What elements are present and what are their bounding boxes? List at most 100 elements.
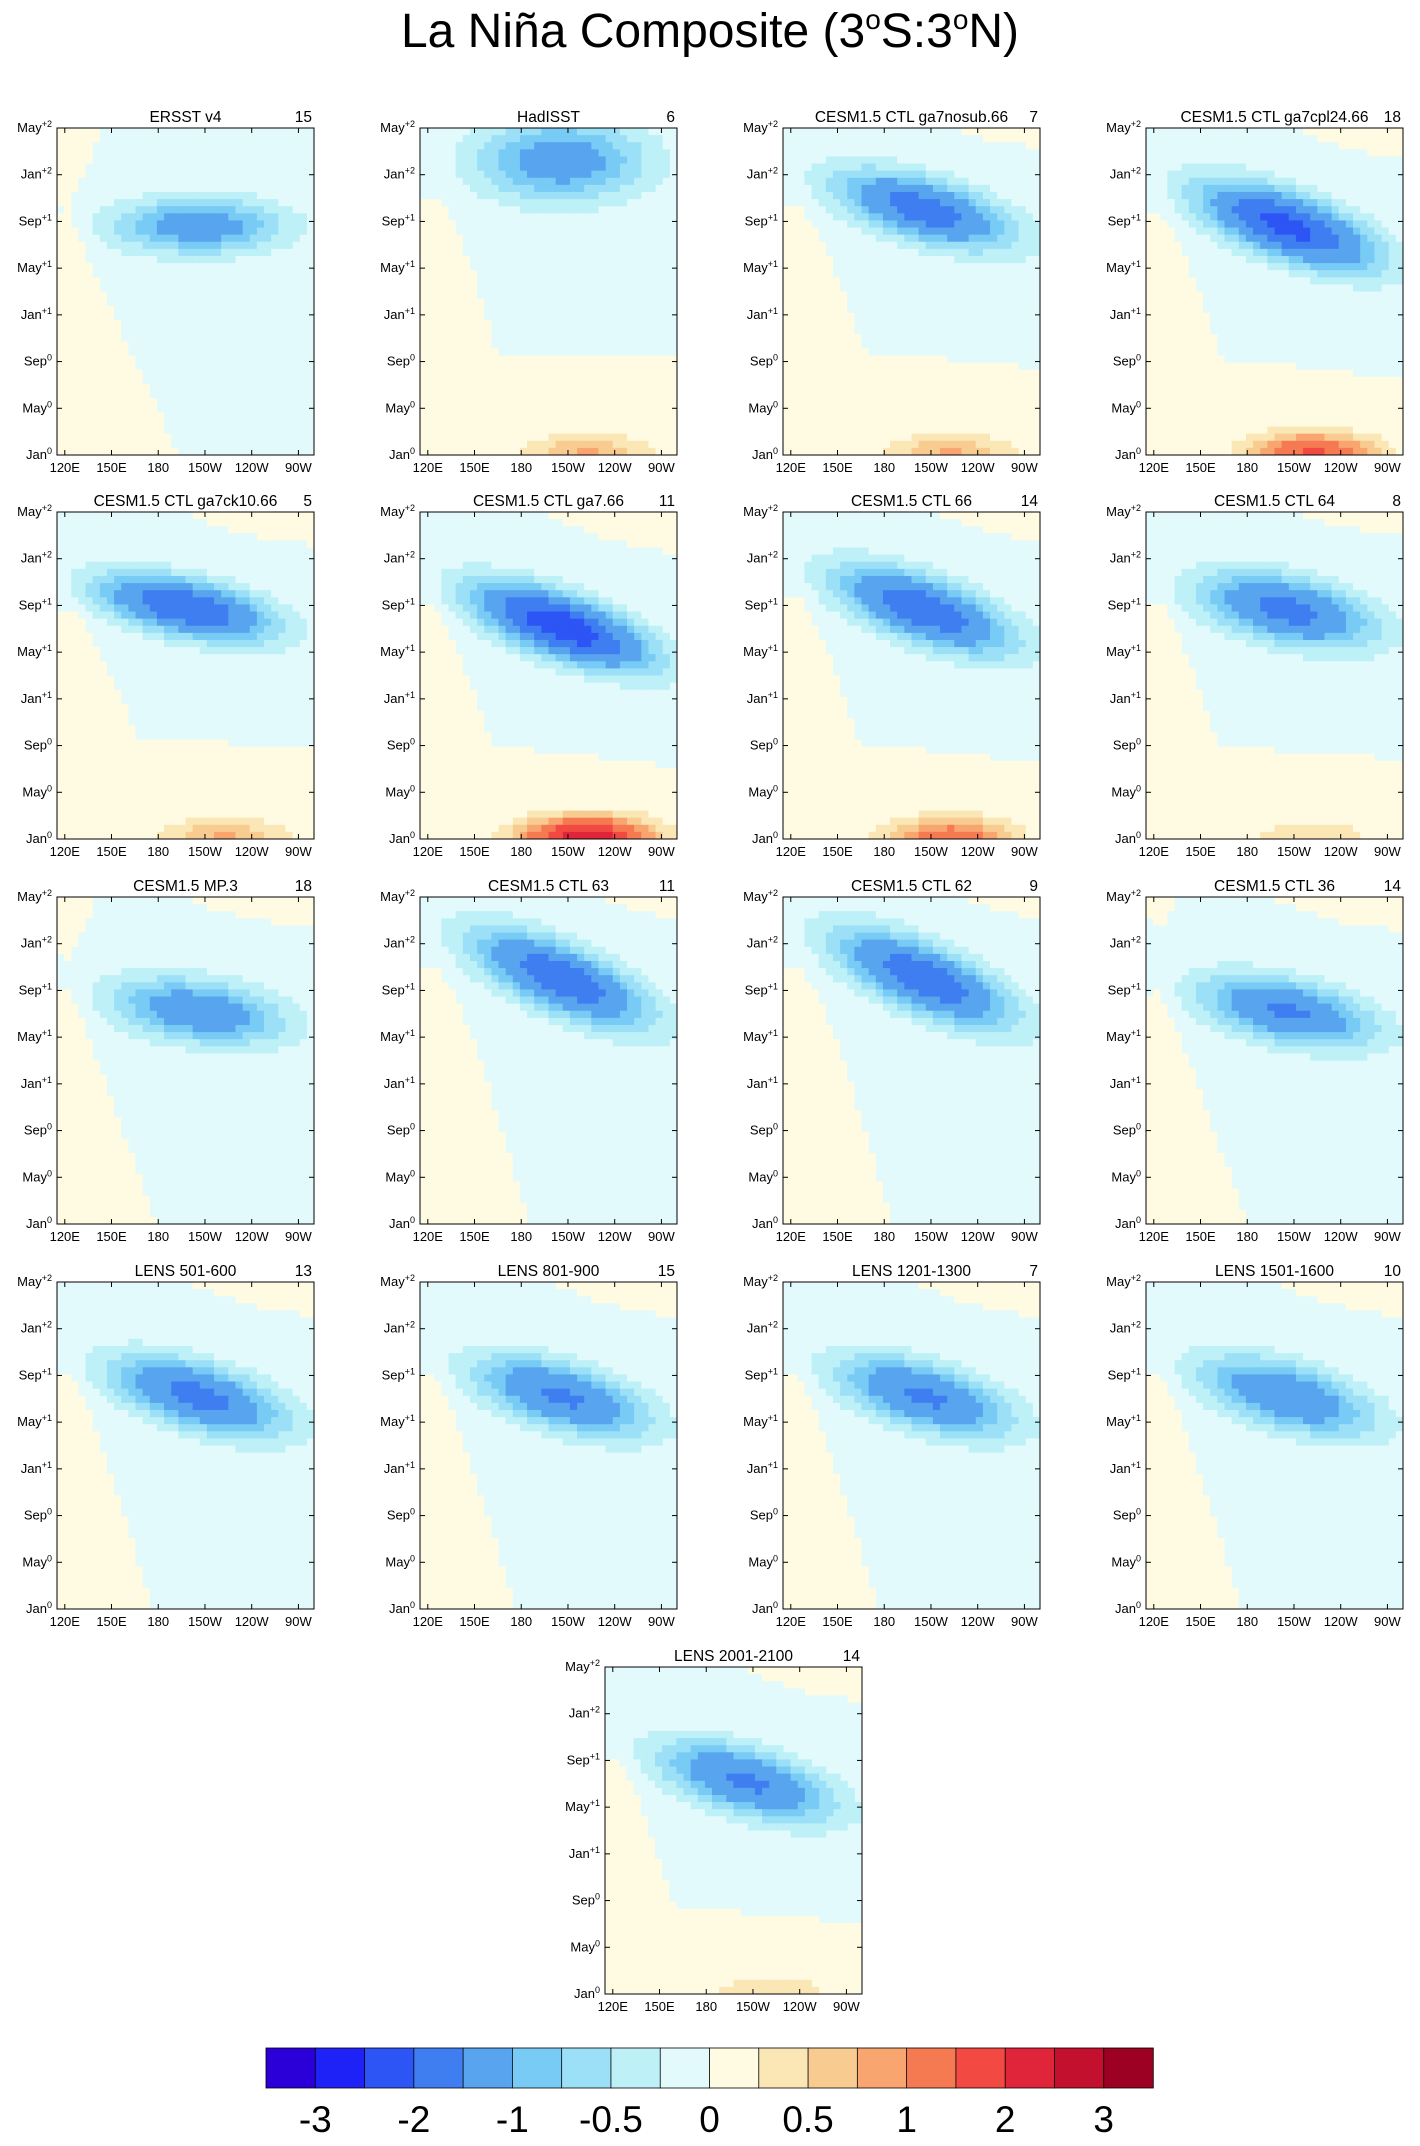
y-tick-label: Sep+1	[745, 212, 778, 228]
y-tick-label: May+1	[565, 1798, 600, 1814]
y-tick-label: May0	[570, 1938, 600, 1954]
x-tick-label: 150W	[736, 1999, 771, 2014]
plot-frame	[419, 511, 678, 840]
panel-count: 14	[1384, 878, 1402, 895]
y-tick-label: Jan+1	[747, 1075, 778, 1091]
heatmap-field	[420, 897, 677, 1224]
plot-frame	[782, 896, 1041, 1225]
y-tick-label: Sep0	[572, 1892, 600, 1908]
x-tick-label: 120E	[1139, 460, 1170, 475]
x-tick-label: 90W	[1374, 460, 1401, 475]
panel-count: 18	[1384, 109, 1401, 126]
plot-frame	[56, 1281, 315, 1610]
panel: ERSST v4 15 Jan0 May0 Sep0 Jan+1 May+1 Sep+1 Jan…	[17, 109, 315, 475]
plot-frame	[419, 127, 678, 456]
x-tick-label: 150E	[822, 844, 853, 859]
colorbar-label: 3	[1093, 2099, 1114, 2140]
y-tick-label: May+2	[17, 888, 52, 904]
panel: LENS 501-600 13 Jan0 May0 Sep0 Jan+1 May+1 Sep+…	[17, 1263, 315, 1629]
x-tick-label: 120W	[598, 1614, 633, 1629]
x-tick-label: 150E	[96, 1614, 127, 1629]
panel-title: LENS 501-600	[135, 1263, 237, 1280]
y-tick-label: Jan+1	[384, 690, 415, 706]
y-tick-label: Jan+2	[384, 166, 415, 182]
colorbar-label: 0	[699, 2099, 720, 2140]
x-tick-label: 150W	[1277, 1229, 1312, 1244]
colorbar-label: -2	[397, 2099, 430, 2140]
x-tick-label: 120E	[1139, 1229, 1170, 1244]
x-tick-label: 180	[510, 1229, 532, 1244]
y-tick-label: Jan+2	[747, 166, 778, 182]
y-tick-label: Jan+2	[21, 1320, 52, 1336]
y-tick-label: Jan+2	[384, 1320, 415, 1336]
panel-count: 8	[1392, 493, 1401, 510]
y-tick-label: Jan+2	[21, 550, 52, 566]
colorbar-swatch	[906, 2047, 957, 2089]
colorbar-swatch	[511, 2047, 563, 2089]
heatmap-field	[420, 128, 677, 455]
y-tick-label: Sep0	[1113, 1122, 1141, 1138]
y-tick-label: May+2	[17, 119, 52, 135]
heatmap-field	[1146, 897, 1403, 1224]
panel: LENS 2001-2100 14 Jan0 May0 Sep0 Jan+1 May+1 Se…	[565, 1648, 863, 2014]
x-tick-label: 150W	[551, 844, 586, 859]
panel-count: 11	[659, 493, 675, 510]
heatmap-field	[783, 1282, 1040, 1609]
y-tick-label: May+2	[1106, 503, 1141, 519]
x-tick-label: 150E	[96, 460, 127, 475]
x-tick-label: 120W	[783, 1999, 818, 2014]
y-tick-label: Sep0	[1113, 1507, 1141, 1523]
y-tick-label: May+1	[380, 643, 415, 659]
x-tick-label: 120W	[598, 460, 633, 475]
x-tick-label: 180	[147, 1229, 169, 1244]
y-tick-label: Jan0	[752, 1215, 778, 1231]
y-tick-label: Jan0	[1115, 1600, 1141, 1616]
heatmap-field	[1146, 1282, 1403, 1609]
colorbar-swatch	[364, 2047, 415, 2089]
x-tick-label: 150E	[1185, 460, 1216, 475]
y-tick-label: Jan+1	[747, 1460, 778, 1476]
plot-frame	[1145, 1281, 1404, 1610]
y-tick-label: Jan0	[389, 830, 415, 846]
y-tick-label: May+2	[17, 503, 52, 519]
y-tick-label: May+2	[743, 1273, 778, 1289]
plot-frame	[419, 1281, 678, 1610]
y-tick-label: Jan+2	[384, 550, 415, 566]
x-tick-label: 180	[1236, 1229, 1258, 1244]
panel-count: 11	[659, 878, 675, 895]
x-tick-label: 90W	[1011, 1229, 1038, 1244]
y-tick-label: Jan0	[752, 830, 778, 846]
y-tick-label: May+2	[380, 119, 415, 135]
colorbar-label: -1	[496, 2099, 529, 2140]
y-tick-label: Sep0	[387, 353, 415, 369]
y-tick-label: May+1	[17, 1413, 52, 1429]
x-tick-label: 120W	[598, 1229, 633, 1244]
colorbar-swatch	[1004, 2047, 1056, 2089]
panel: CESM1.5 CTL 66 14 Jan0 May0 Sep0 Jan+1 May+1 Se…	[743, 493, 1041, 859]
panel-title: CESM1.5 CTL ga7.66	[473, 493, 624, 510]
x-tick-label: 180	[147, 1614, 169, 1629]
panel-count: 7	[1029, 1263, 1038, 1280]
x-tick-label: 120W	[1324, 1614, 1359, 1629]
y-tick-label: May+2	[565, 1658, 600, 1674]
x-tick-label: 90W	[285, 460, 312, 475]
y-tick-label: May+1	[1106, 643, 1141, 659]
x-tick-label: 90W	[648, 1229, 675, 1244]
y-tick-label: May+1	[1106, 1028, 1141, 1044]
y-tick-label: May0	[1111, 1168, 1141, 1184]
x-tick-label: 150E	[459, 844, 490, 859]
panel-count: 10	[1384, 1263, 1402, 1280]
x-tick-label: 120E	[50, 844, 81, 859]
y-tick-label: May+1	[743, 1413, 778, 1429]
x-tick-label: 180	[695, 1999, 717, 2014]
panel-title: CESM1.5 CTL ga7nosub.66	[815, 109, 1008, 126]
panel-count: 14	[843, 1648, 861, 1665]
x-tick-label: 120E	[598, 1999, 629, 2014]
plot-frame	[1145, 511, 1404, 840]
colorbar-swatch	[659, 2047, 711, 2089]
plot-frame	[782, 1281, 1041, 1610]
x-tick-label: 180	[1236, 844, 1258, 859]
y-tick-label: Jan+2	[21, 935, 52, 951]
y-tick-label: Jan+1	[384, 1075, 415, 1091]
